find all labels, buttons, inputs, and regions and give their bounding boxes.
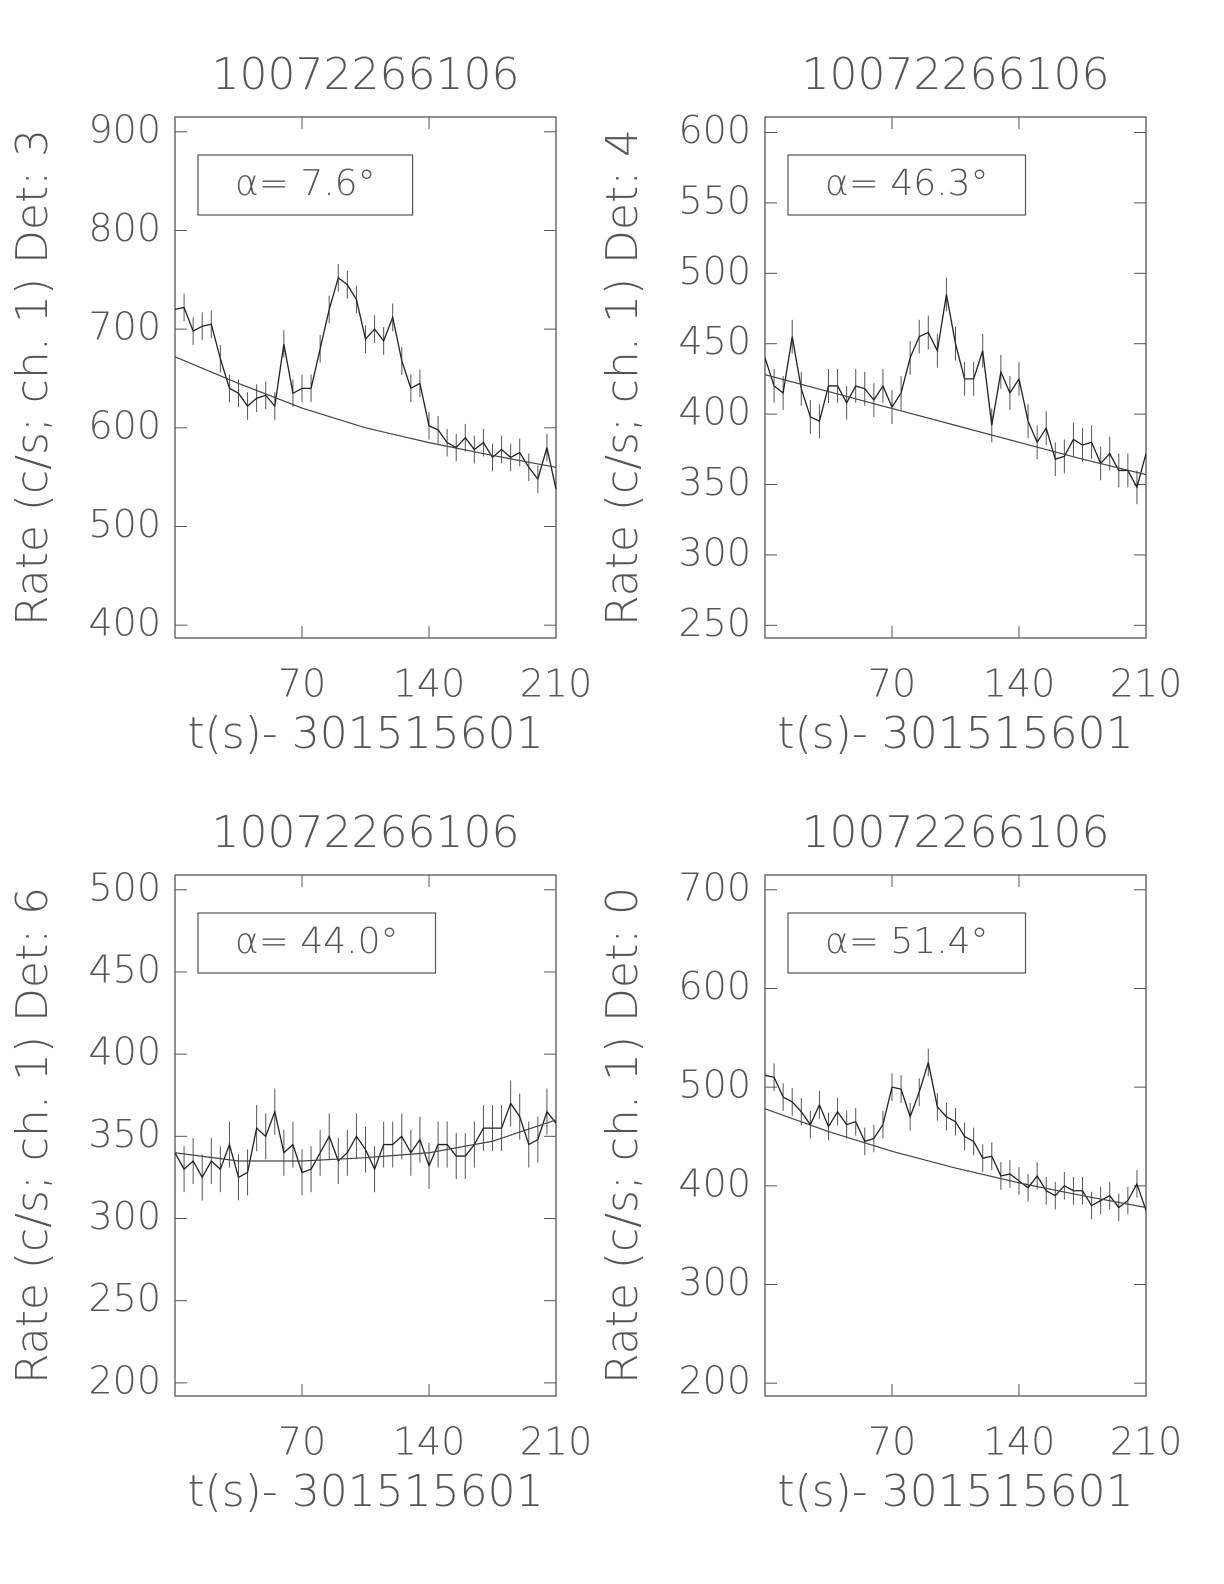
y-tick-label: 600 — [678, 964, 751, 1008]
panel-title: 10072266106 — [212, 49, 520, 100]
annotation-box — [787, 154, 1027, 216]
data-line — [174, 1102, 557, 1179]
plot-frame — [764, 874, 1147, 1397]
y-tick-label: 400 — [678, 1161, 751, 1205]
x-tick-label: 140 — [983, 662, 1056, 706]
x-tick-label: 140 — [393, 662, 466, 706]
y-tick-label: 400 — [88, 1030, 161, 1074]
x-tick-label: 70 — [278, 1420, 326, 1464]
y-tick-label: 600 — [678, 108, 751, 152]
panel: 10072266106 Rate (c/s; ch. 1) Det: 6 t(s)-… — [7, 807, 592, 1517]
y-tick-label: 700 — [678, 865, 751, 909]
y-tick-label: 550 — [678, 178, 751, 222]
x-tick-label: 70 — [278, 662, 326, 706]
x-tick-label: 210 — [520, 1420, 593, 1464]
fit-line — [764, 1108, 1147, 1209]
y-tick-label: 250 — [88, 1276, 161, 1320]
annotation-box — [787, 912, 1027, 974]
data-line — [174, 276, 557, 490]
annotation-box — [197, 912, 437, 974]
y-tick-label: 500 — [678, 1063, 751, 1107]
x-tick-label: 70 — [868, 1420, 916, 1464]
y-tick-label: 500 — [88, 502, 161, 546]
y-axis-label: Rate (c/s; ch. 1) Det: 6 — [7, 887, 58, 1384]
annotation: α= 7.6° — [235, 163, 376, 204]
y-tick-label: 350 — [678, 460, 751, 504]
data-line — [764, 294, 1147, 490]
y-tick-label: 900 — [88, 107, 161, 151]
data-line — [764, 1062, 1147, 1211]
y-tick-label: 800 — [88, 206, 161, 250]
x-tick-label: 140 — [393, 1420, 466, 1464]
x-tick-label: 210 — [1110, 1420, 1183, 1464]
y-tick-label: 700 — [88, 305, 161, 349]
x-tick-label: 210 — [1110, 662, 1183, 706]
y-tick-label: 450 — [88, 947, 161, 991]
annotation: α= 46.3° — [825, 163, 989, 204]
fit-line — [764, 374, 1147, 476]
y-tick-label: 400 — [678, 390, 751, 434]
y-tick-label: 250 — [678, 601, 751, 645]
x-axis-label: t(s)- 301515601 — [777, 708, 1133, 759]
y-tick-label: 500 — [88, 865, 161, 909]
x-tick-label: 70 — [868, 662, 916, 706]
fit-line — [174, 1119, 557, 1162]
panel-title: 10072266106 — [802, 807, 1110, 858]
x-tick-label: 140 — [983, 1420, 1056, 1464]
y-axis-label: Rate (c/s; ch. 1) Det: 3 — [7, 129, 58, 626]
panel: 10072266106 Rate (c/s; ch. 1) Det: 4 t(s)-… — [597, 49, 1182, 759]
x-axis-label: t(s)- 301515601 — [187, 1466, 543, 1517]
panel-title: 10072266106 — [802, 49, 1110, 100]
y-tick-label: 300 — [88, 1194, 161, 1238]
y-tick-label: 300 — [678, 1260, 751, 1304]
y-axis-label: Rate (c/s; ch. 1) Det: 0 — [597, 887, 648, 1384]
y-tick-label: 450 — [678, 319, 751, 363]
fit-line — [174, 356, 557, 468]
annotation-box — [197, 154, 414, 216]
y-tick-label: 200 — [88, 1358, 161, 1402]
plot-frame — [174, 116, 557, 639]
plot-frame — [764, 116, 1147, 639]
y-tick-label: 500 — [678, 249, 751, 293]
y-tick-label: 350 — [88, 1112, 161, 1156]
panel: 10072266106 Rate (c/s; ch. 1) Det: 0 t(s)-… — [597, 807, 1182, 1517]
annotation: α= 44.0° — [235, 921, 399, 962]
annotation: α= 51.4° — [825, 921, 989, 962]
panel: 10072266106 Rate (c/s; ch. 1) Det: 3 t(s)-… — [7, 49, 592, 759]
panel-title: 10072266106 — [212, 807, 520, 858]
y-tick-label: 300 — [678, 530, 751, 574]
x-tick-label: 210 — [520, 662, 593, 706]
y-tick-label: 200 — [678, 1359, 751, 1403]
y-tick-label: 600 — [88, 403, 161, 447]
y-axis-label: Rate (c/s; ch. 1) Det: 4 — [597, 129, 648, 626]
x-axis-label: t(s)- 301515601 — [777, 1466, 1133, 1517]
y-tick-label: 400 — [88, 601, 161, 645]
x-axis-label: t(s)- 301515601 — [187, 708, 543, 759]
